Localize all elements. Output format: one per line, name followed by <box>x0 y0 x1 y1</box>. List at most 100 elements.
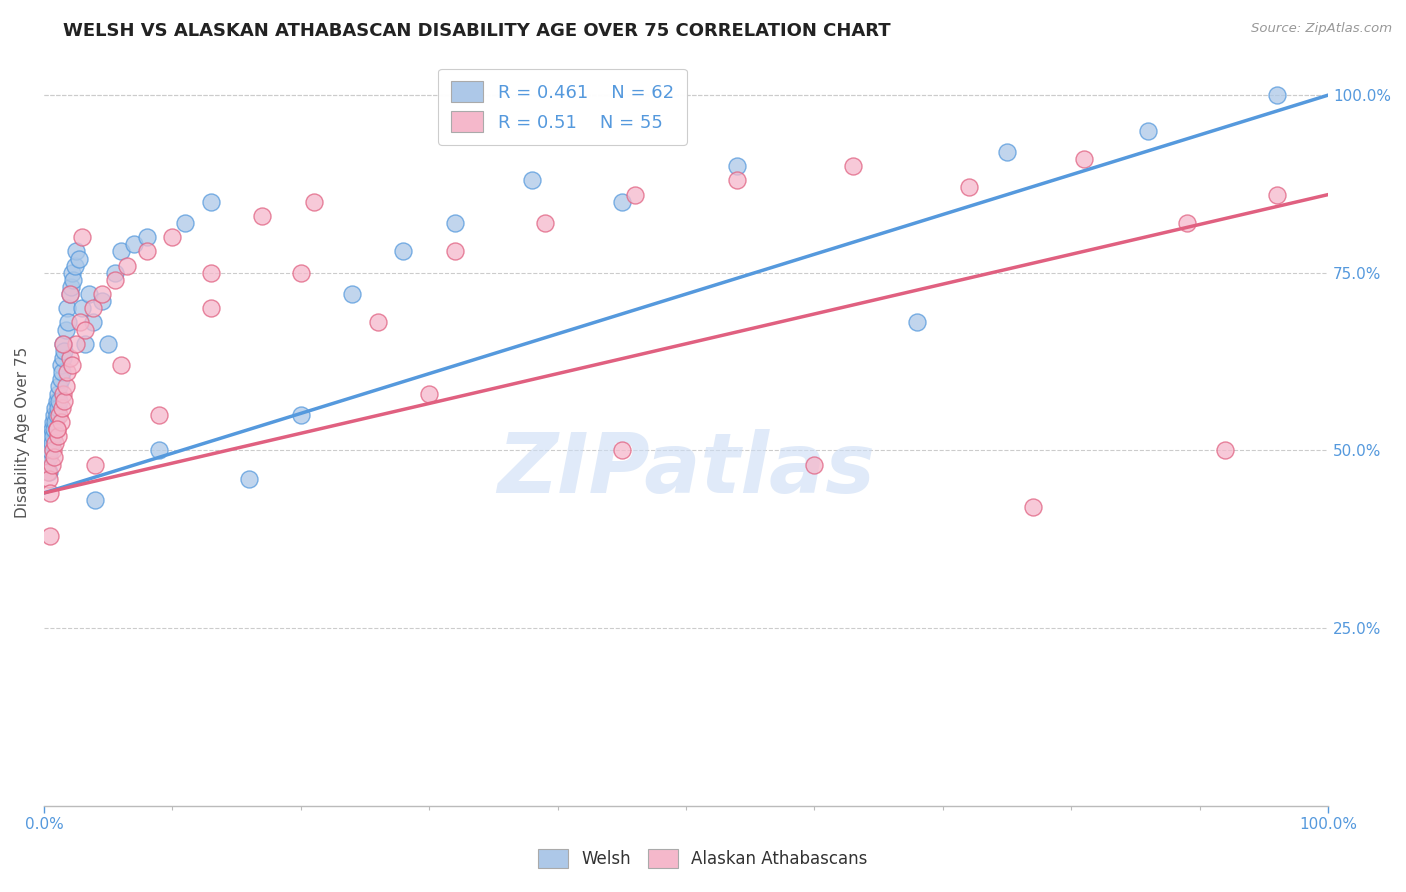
Point <box>72 230 94 244</box>
Point <box>135 244 157 259</box>
Point <box>290 266 312 280</box>
Point <box>41 458 63 472</box>
Point <box>174 216 197 230</box>
Point <box>418 386 440 401</box>
Point <box>44 450 66 465</box>
Point <box>69 316 91 330</box>
Point <box>610 443 633 458</box>
Point <box>37 465 59 479</box>
Point <box>392 244 415 259</box>
Text: ZIPatlas: ZIPatlas <box>498 429 875 510</box>
Point <box>97 336 120 351</box>
Point <box>65 244 87 259</box>
Legend: Welsh, Alaskan Athabascans: Welsh, Alaskan Athabascans <box>531 842 875 875</box>
Point <box>90 287 112 301</box>
Point <box>45 408 67 422</box>
Point <box>290 408 312 422</box>
Point <box>35 458 58 472</box>
Point <box>84 493 107 508</box>
Point <box>42 415 65 429</box>
Point <box>38 450 60 465</box>
Point <box>48 379 70 393</box>
Point <box>58 287 80 301</box>
Point <box>44 408 66 422</box>
Point <box>72 301 94 316</box>
Point <box>41 422 63 436</box>
Point <box>200 301 222 316</box>
Point <box>73 336 96 351</box>
Point <box>52 336 75 351</box>
Point <box>725 173 748 187</box>
Point <box>39 443 62 458</box>
Point <box>90 294 112 309</box>
Point <box>103 266 125 280</box>
Point <box>60 358 83 372</box>
Point <box>48 408 70 422</box>
Point <box>803 458 825 472</box>
Point <box>444 216 467 230</box>
Point <box>46 386 69 401</box>
Point <box>51 365 73 379</box>
Point <box>65 336 87 351</box>
Point <box>48 393 70 408</box>
Point <box>44 436 66 450</box>
Text: WELSH VS ALASKAN ATHABASCAN DISABILITY AGE OVER 75 CORRELATION CHART: WELSH VS ALASKAN ATHABASCAN DISABILITY A… <box>63 22 891 40</box>
Point <box>250 209 273 223</box>
Point <box>56 365 79 379</box>
Point <box>238 472 260 486</box>
Point <box>38 465 60 479</box>
Point <box>37 443 59 458</box>
Point <box>51 401 73 415</box>
Point <box>84 458 107 472</box>
Y-axis label: Disability Age Over 75: Disability Age Over 75 <box>15 347 30 518</box>
Point <box>45 422 67 436</box>
Point <box>1137 123 1160 137</box>
Point <box>725 159 748 173</box>
Point <box>44 422 66 436</box>
Point <box>59 280 82 294</box>
Point <box>58 287 80 301</box>
Point <box>1022 500 1045 515</box>
Point <box>905 316 928 330</box>
Point <box>39 429 62 443</box>
Point <box>39 486 62 500</box>
Point <box>52 386 75 401</box>
Point <box>1215 443 1237 458</box>
Point <box>82 316 104 330</box>
Point <box>148 408 170 422</box>
Point <box>520 173 543 187</box>
Point <box>995 145 1018 159</box>
Point <box>42 443 65 458</box>
Point <box>58 316 80 330</box>
Point <box>103 273 125 287</box>
Text: Source: ZipAtlas.com: Source: ZipAtlas.com <box>1251 22 1392 36</box>
Point <box>49 415 72 429</box>
Point <box>302 194 325 209</box>
Point <box>52 351 75 365</box>
Point <box>67 252 90 266</box>
Point <box>60 266 83 280</box>
Point <box>62 273 84 287</box>
Point <box>46 401 69 415</box>
Point <box>55 379 77 393</box>
Point <box>200 266 222 280</box>
Point <box>44 401 66 415</box>
Point <box>135 230 157 244</box>
Point <box>110 358 132 372</box>
Point <box>58 351 80 365</box>
Point <box>842 159 865 173</box>
Point <box>56 301 79 316</box>
Point <box>1265 187 1288 202</box>
Point <box>46 429 69 443</box>
Point <box>41 436 63 450</box>
Point <box>63 259 86 273</box>
Point <box>44 415 66 429</box>
Point <box>1073 152 1095 166</box>
Point <box>610 194 633 209</box>
Point <box>367 316 389 330</box>
Point <box>444 244 467 259</box>
Point <box>1265 88 1288 103</box>
Point <box>623 187 645 202</box>
Point <box>110 244 132 259</box>
Point <box>340 287 363 301</box>
